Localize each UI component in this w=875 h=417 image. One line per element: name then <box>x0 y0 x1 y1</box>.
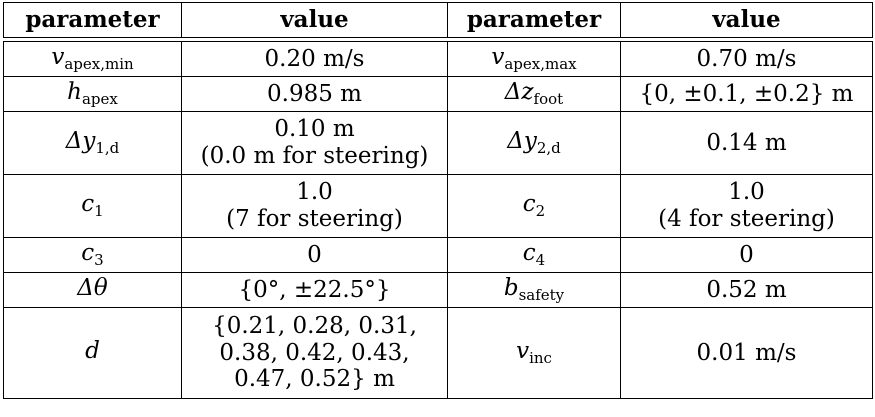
value-line: (4 for steering) <box>658 206 835 232</box>
parameter-symbol: Δy <box>507 128 537 155</box>
parameter-subscript: foot <box>533 90 564 109</box>
value-line: (7 for steering) <box>226 206 403 232</box>
parameter-symbol: d <box>85 338 100 365</box>
header-value-2: value <box>620 2 873 38</box>
parameter-subscript: 1,d <box>95 139 120 158</box>
parameter-subscript: apex,min <box>64 55 134 74</box>
parameter-cell: vapex,min <box>3 41 182 77</box>
parameter-symbol: Δy <box>65 128 96 155</box>
parameter-cell: vinc <box>447 307 621 399</box>
parameter-table: parameter value parameter value vapex,mi… <box>3 2 873 399</box>
parameter-cell: c3 <box>3 237 182 273</box>
parameter-symbol: c <box>81 240 95 267</box>
parameter-symbol: v <box>491 44 505 71</box>
header-value-1: value <box>181 2 448 38</box>
table-row: hapex 0.985 m Δzfoot {0, ±0.1, ±0.2} m <box>3 76 873 112</box>
value-line: 0.47, 0.52} m <box>234 366 395 393</box>
parameter-subscript: 2,d <box>536 139 561 158</box>
parameter-cell: Δzfoot <box>447 76 621 112</box>
header-parameter-2: parameter <box>447 2 621 38</box>
value-cell: 0.14 m <box>620 111 873 175</box>
parameter-subscript: 3 <box>94 251 104 270</box>
parameter-symbol: c <box>522 191 536 218</box>
value-cell: 0.52 m <box>620 272 873 308</box>
parameter-subscript: inc <box>529 349 552 368</box>
value-line: (0.0 m for steering) <box>200 143 429 169</box>
parameter-cell: d <box>3 307 182 399</box>
value-cell: {0, ±0.1, ±0.2} m <box>620 76 873 112</box>
parameter-subscript: 2 <box>535 202 546 221</box>
value-line: 0.52 m <box>706 276 787 303</box>
parameter-cell: c4 <box>447 237 621 273</box>
value-line: {0.21, 0.28, 0.31, <box>212 312 417 339</box>
parameter-subscript: apex <box>81 90 118 109</box>
parameter-cell: bsafety <box>447 272 621 308</box>
parameter-cell: Δy1,d <box>3 111 182 175</box>
parameter-symbol: Δz <box>504 79 534 106</box>
parameter-cell: Δθ <box>3 272 182 308</box>
value-line: {0, ±0.1, ±0.2} m <box>639 80 854 107</box>
value-cell: 0 <box>181 237 448 273</box>
header-parameter-1: parameter <box>3 2 182 38</box>
table-row: c1 1.0 (7 for steering) c2 1.0 (4 for st… <box>3 174 873 238</box>
parameter-symbol: v <box>516 338 530 365</box>
parameter-cell: hapex <box>3 76 182 112</box>
parameter-subscript: 4 <box>535 251 546 270</box>
parameter-cell: c1 <box>3 174 182 238</box>
table-row: Δy1,d 0.10 m (0.0 m for steering) Δy2,d … <box>3 111 873 175</box>
parameter-symbol: Δθ <box>77 275 108 302</box>
table-row: d {0.21, 0.28, 0.31, 0.38, 0.42, 0.43, 0… <box>3 307 873 399</box>
value-cell: 0 <box>620 237 873 273</box>
parameter-symbol: c <box>522 240 536 267</box>
table-row: c3 0 c4 0 <box>3 237 873 273</box>
value-line: 1.0 <box>728 179 765 206</box>
value-line: 0.10 m <box>274 116 355 143</box>
value-cell: {0°, ±22.5°} <box>181 272 448 308</box>
value-cell: 0.01 m/s <box>620 307 873 399</box>
value-line: 1.0 <box>296 179 333 206</box>
table-row: Δθ {0°, ±22.5°} bsafety 0.52 m <box>3 272 873 308</box>
value-cell: {0.21, 0.28, 0.31, 0.38, 0.42, 0.43, 0.4… <box>181 307 448 399</box>
value-line: 0 <box>739 241 754 268</box>
value-line: 0.14 m <box>706 129 787 156</box>
value-line: 0.38, 0.42, 0.43, <box>219 339 410 366</box>
value-line: 0.20 m/s <box>264 45 365 72</box>
parameter-symbol: v <box>51 44 65 71</box>
parameter-symbol: b <box>503 275 519 302</box>
parameter-cell: vapex,max <box>447 41 621 77</box>
value-line: 0.985 m <box>267 80 362 107</box>
value-cell: 1.0 (7 for steering) <box>181 174 448 238</box>
parameter-subscript: 1 <box>94 202 104 221</box>
value-line: 0.01 m/s <box>696 339 797 366</box>
value-line: {0°, ±22.5°} <box>238 276 391 303</box>
parameter-cell: c2 <box>447 174 621 238</box>
table-row: vapex,min 0.20 m/s vapex,max 0.70 m/s <box>3 41 873 77</box>
parameter-symbol: c <box>81 191 95 218</box>
value-line: 0 <box>307 241 322 268</box>
value-cell: 0.10 m (0.0 m for steering) <box>181 111 448 175</box>
parameter-symbol: h <box>67 79 82 106</box>
value-line: 0.70 m/s <box>696 45 797 72</box>
parameter-cell: Δy2,d <box>447 111 621 175</box>
parameter-subscript: apex,max <box>504 55 577 74</box>
parameter-subscript: safety <box>518 286 565 305</box>
value-cell: 1.0 (4 for steering) <box>620 174 873 238</box>
header-row: parameter value parameter value <box>3 2 873 38</box>
value-cell: 0.985 m <box>181 76 448 112</box>
value-cell: 0.70 m/s <box>620 41 873 77</box>
value-cell: 0.20 m/s <box>181 41 448 77</box>
